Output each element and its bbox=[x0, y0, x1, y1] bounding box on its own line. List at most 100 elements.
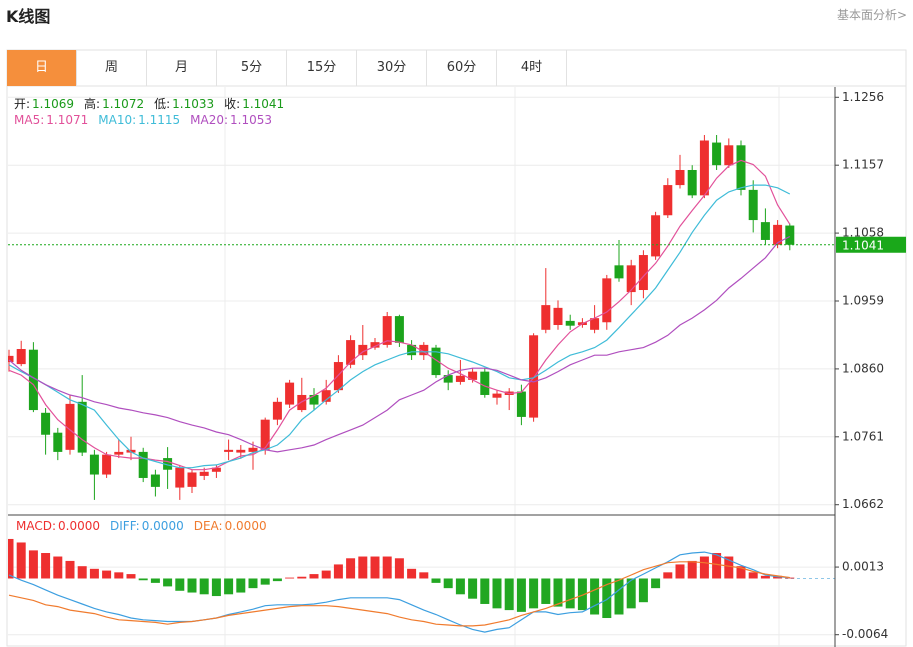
legend-value: 0.0000 bbox=[58, 519, 101, 533]
info-label: 收: bbox=[224, 97, 241, 111]
candle-body bbox=[590, 318, 600, 330]
candle-body bbox=[419, 344, 429, 356]
candle-body bbox=[699, 140, 709, 196]
ohlc-info: 开: 1.1069 高: 1.1072 低: 1.1033 收: 1.1041 bbox=[14, 95, 286, 112]
y-tick-label: 1.1058 bbox=[842, 226, 884, 240]
macd-bar bbox=[236, 578, 246, 593]
candle-body bbox=[687, 169, 697, 196]
candle-body bbox=[150, 474, 160, 487]
tab[interactable]: 5分 bbox=[217, 50, 287, 86]
plot bbox=[8, 135, 835, 633]
candle-body bbox=[16, 349, 26, 365]
candle-body bbox=[712, 142, 722, 166]
legend-name: MA20: bbox=[190, 113, 228, 127]
tab[interactable]: 60分 bbox=[427, 50, 497, 86]
axis-labels: 1.0662 1.0761 1.0860 1.0959 1.1058 1.1157 1.12… bbox=[835, 90, 906, 641]
y-tick-label: 1.0761 bbox=[842, 429, 884, 443]
macd-bar bbox=[224, 578, 234, 595]
info-label: 开: bbox=[14, 97, 31, 111]
candle-body bbox=[773, 224, 783, 245]
tab[interactable]: 30分 bbox=[357, 50, 427, 86]
y-tick-label: 0.0013 bbox=[842, 560, 884, 574]
macd-bar bbox=[358, 556, 368, 579]
macd-bar bbox=[602, 578, 612, 619]
macd-bar bbox=[724, 556, 734, 579]
macd-bar bbox=[16, 542, 26, 579]
legend-value: 1.1115 bbox=[138, 113, 181, 127]
tab[interactable]: 15分 bbox=[287, 50, 357, 86]
macd-bar bbox=[699, 556, 709, 579]
candle-body bbox=[651, 215, 661, 257]
macd-bar bbox=[211, 578, 221, 597]
line bbox=[8, 561, 790, 627]
macd-bar bbox=[419, 572, 429, 579]
macd-bar bbox=[577, 578, 587, 611]
candle-body bbox=[602, 278, 612, 323]
line bbox=[8, 159, 791, 471]
tab[interactable]: 周 bbox=[77, 50, 147, 86]
candle-body bbox=[175, 467, 185, 488]
candle-body bbox=[724, 145, 734, 166]
title: K线图 bbox=[6, 7, 51, 26]
macd-bar bbox=[712, 553, 722, 579]
link[interactable]: 基本面分析> bbox=[836, 8, 907, 22]
macd-bar bbox=[492, 578, 502, 609]
macd-bar bbox=[199, 578, 209, 595]
macd-bar bbox=[760, 575, 770, 579]
candle-body bbox=[785, 225, 795, 245]
macd-bar bbox=[297, 576, 307, 579]
macd-bar bbox=[663, 572, 673, 579]
candle-body bbox=[407, 344, 417, 356]
candle-body bbox=[321, 390, 331, 402]
candle-body bbox=[358, 344, 368, 356]
candle-body bbox=[199, 471, 209, 476]
macd-bar bbox=[187, 578, 197, 593]
candle-body bbox=[28, 349, 38, 411]
macd-bar bbox=[553, 578, 563, 607]
macd-bar bbox=[516, 578, 526, 612]
tab[interactable]: 月 bbox=[147, 50, 217, 86]
macd-bar bbox=[260, 578, 270, 585]
candle-body bbox=[77, 401, 87, 453]
frame bbox=[6, 49, 907, 647]
info-label: 低: bbox=[154, 97, 171, 111]
candle-body bbox=[382, 316, 392, 345]
candle-body bbox=[309, 394, 319, 405]
candle-body bbox=[285, 382, 295, 405]
info-value: 1.1033 bbox=[172, 97, 215, 111]
candle-body bbox=[248, 447, 258, 452]
candle-body bbox=[663, 185, 673, 216]
tab[interactable]: 日 bbox=[7, 50, 77, 86]
candle-body bbox=[638, 255, 648, 291]
macd-legend: MACD: 0.0000 DIFF: 0.0000 DEA: 0.0000 bbox=[16, 519, 269, 533]
macd-bar bbox=[321, 570, 331, 579]
macd-bar bbox=[382, 556, 392, 579]
macd-bar bbox=[541, 578, 551, 604]
macd-bar bbox=[175, 578, 185, 591]
macd-bar bbox=[114, 572, 124, 579]
macd-bar bbox=[126, 574, 136, 579]
candle-body bbox=[41, 412, 51, 435]
macd-bar bbox=[590, 578, 600, 615]
candle-body bbox=[138, 451, 148, 478]
macd-bar bbox=[333, 564, 343, 579]
candle-body bbox=[333, 362, 343, 391]
candle-body bbox=[529, 335, 539, 418]
macd-bar bbox=[638, 578, 648, 603]
y-tick-label: 1.0959 bbox=[842, 294, 884, 308]
y-tick-label: 1.0860 bbox=[842, 361, 884, 375]
candle-body bbox=[346, 340, 356, 365]
legend-name: MACD: bbox=[16, 519, 57, 533]
candle-body bbox=[736, 145, 746, 190]
candle-body bbox=[541, 305, 551, 330]
tab[interactable]: 4时 bbox=[497, 50, 567, 86]
y-tick-label: 1.1256 bbox=[842, 90, 884, 104]
macd-bar bbox=[28, 550, 38, 579]
legend-name: DEA: bbox=[193, 519, 223, 533]
line bbox=[8, 184, 791, 469]
macd-bar bbox=[529, 578, 539, 609]
info-value: 1.1041 bbox=[242, 97, 285, 111]
candle-body bbox=[516, 391, 526, 417]
ma-legend: MA5: 1.1071 MA10: 1.1115 MA20: 1.1053 bbox=[14, 113, 274, 127]
legend-name: DIFF: bbox=[110, 519, 140, 533]
